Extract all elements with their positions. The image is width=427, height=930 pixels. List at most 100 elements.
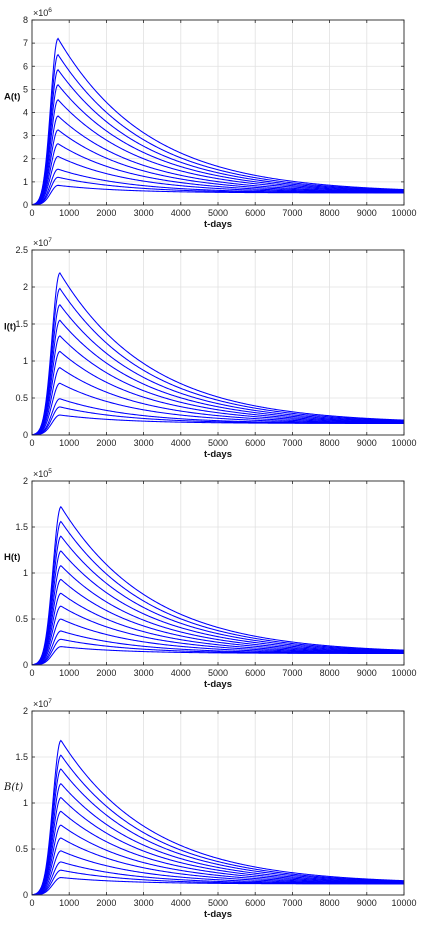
series-line-4: [31, 550, 405, 666]
x-tick-label: 3000: [134, 438, 154, 448]
y-tick-label: 3: [23, 131, 28, 141]
series-line-7: [31, 592, 405, 666]
x-axis: 0 1000 2000 3000 4000 5000 6000 7000 8000 9000 100…: [29, 250, 417, 448]
x-tick-label: 0: [29, 208, 34, 218]
x-tick-label: 8000: [320, 438, 340, 448]
y-tick-label: 0.5: [15, 393, 28, 403]
x-tick-label: 4000: [171, 668, 191, 678]
x-tick-label: 7000: [282, 668, 302, 678]
series-line-11: [31, 414, 404, 436]
series-group: [31, 505, 405, 666]
x-axis-label: t-days: [204, 679, 232, 690]
y-axis-multiplier-exponent: 5: [48, 468, 52, 475]
series-line-7: [31, 824, 405, 896]
y-tick-label: 1: [23, 177, 28, 187]
y-axis: 0 0.5 1 1.5 2: [15, 476, 404, 670]
series-line-1: [31, 37, 405, 206]
series-line-1: [31, 739, 405, 896]
y-tick-label: 0: [23, 430, 28, 440]
y-tick-label: 0: [23, 890, 28, 900]
x-tick-label: 6000: [245, 898, 265, 908]
x-tick-label: 8000: [320, 898, 340, 908]
y-tick-label: 6: [23, 61, 28, 71]
grid: [32, 481, 404, 665]
x-axis: 0 1000 2000 3000 4000 5000 6000 7000 8000 9000 100…: [29, 481, 417, 678]
x-tick-label: 7000: [282, 208, 302, 218]
series-line-3: [31, 68, 405, 206]
x-axis-label: t-days: [204, 909, 232, 920]
y-axis-multiplier-base: ×10: [33, 469, 48, 479]
series-group: [31, 739, 405, 896]
series-line-4: [31, 782, 405, 896]
y-axis-label: H(t): [4, 552, 20, 563]
x-tick-label: 1000: [59, 438, 79, 448]
y-axis-label: B(t): [3, 782, 23, 793]
y-axis-multiplier-exponent: 6: [48, 7, 52, 14]
x-axis: 0 1000 2000 3000 4000 5000 6000 7000 8000 9000 100…: [29, 20, 417, 218]
y-axis-multiplier: ×107: [33, 698, 52, 709]
y-axis-multiplier: ×105: [33, 468, 52, 479]
y-tick-label: 2: [23, 282, 28, 292]
chart-panel-2: 0 1000 2000 3000 4000 5000 6000 7000 8000 9000 100…: [4, 237, 417, 460]
x-tick-label: 6000: [245, 668, 265, 678]
y-tick-label: 5: [23, 84, 28, 94]
series-line-3: [31, 768, 405, 896]
y-axis-label: I(t): [4, 322, 16, 333]
series-group: [31, 272, 405, 436]
series-line-4: [31, 319, 405, 436]
series-line-4: [31, 83, 405, 206]
series-line-7: [31, 129, 405, 206]
x-tick-label: 3000: [134, 208, 154, 218]
y-tick-label: 2.5: [15, 245, 28, 255]
series-line-3: [31, 535, 405, 666]
x-tick-label: 3000: [134, 668, 154, 678]
y-axis-multiplier-base: ×10: [33, 238, 48, 248]
x-tick-label: 5000: [208, 898, 228, 908]
y-axis-multiplier-exponent: 7: [48, 237, 52, 244]
x-tick-label: 5000: [208, 208, 228, 218]
x-tick-label: 1000: [59, 898, 79, 908]
x-axis: 0 1000 2000 3000 4000 5000 6000 7000 8000 9000 100…: [29, 711, 417, 908]
x-tick-label: 10000: [391, 438, 416, 448]
y-tick-label: 0: [23, 200, 28, 210]
x-tick-label: 10000: [391, 898, 416, 908]
y-axis: 0 0.5 1 1.5 2: [15, 706, 404, 900]
y-tick-label: 1: [23, 798, 28, 808]
y-axis-multiplier-base: ×10: [33, 699, 48, 709]
y-tick-label: 1.5: [15, 319, 28, 329]
chart-panel-1: 0 1000 2000 3000 4000 5000 6000 7000 8000 9000 100…: [4, 7, 417, 230]
y-tick-label: 8: [23, 15, 28, 25]
x-tick-label: 2000: [96, 668, 116, 678]
x-tick-label: 4000: [171, 898, 191, 908]
y-tick-label: 1.5: [15, 522, 28, 532]
series-line-1: [31, 505, 405, 666]
x-tick-label: 7000: [282, 898, 302, 908]
chart-panel-4: 0 1000 2000 3000 4000 5000 6000 7000 8000 9000 100…: [3, 698, 417, 920]
series-line-3: [31, 303, 405, 436]
series-line-1: [31, 272, 405, 436]
x-tick-label: 8000: [320, 668, 340, 678]
x-tick-label: 9000: [357, 208, 377, 218]
x-tick-label: 0: [29, 438, 34, 448]
y-tick-label: 1: [23, 356, 28, 366]
x-tick-label: 2000: [96, 438, 116, 448]
x-tick-label: 0: [29, 668, 34, 678]
series-line-8: [31, 382, 405, 436]
y-axis-label: A(t): [4, 92, 20, 103]
y-axis: 0 1 2 3 4 5 6 7 8: [23, 15, 404, 210]
y-axis: 0 0.5 1 1.5 2 2.5: [15, 245, 404, 440]
y-tick-label: 2: [23, 476, 28, 486]
series-group: [31, 37, 405, 206]
y-tick-label: 1.5: [15, 752, 28, 762]
x-tick-label: 8000: [320, 208, 340, 218]
x-tick-label: 6000: [245, 438, 265, 448]
series-line-5: [31, 99, 405, 206]
series-line-6: [31, 115, 405, 206]
y-axis-multiplier-exponent: 7: [48, 698, 52, 705]
y-tick-label: 1: [23, 568, 28, 578]
y-tick-label: 0.5: [15, 614, 28, 624]
x-tick-label: 6000: [245, 208, 265, 218]
series-line-5: [31, 564, 405, 666]
series-line-2: [31, 754, 405, 896]
y-tick-label: 2: [23, 154, 28, 164]
